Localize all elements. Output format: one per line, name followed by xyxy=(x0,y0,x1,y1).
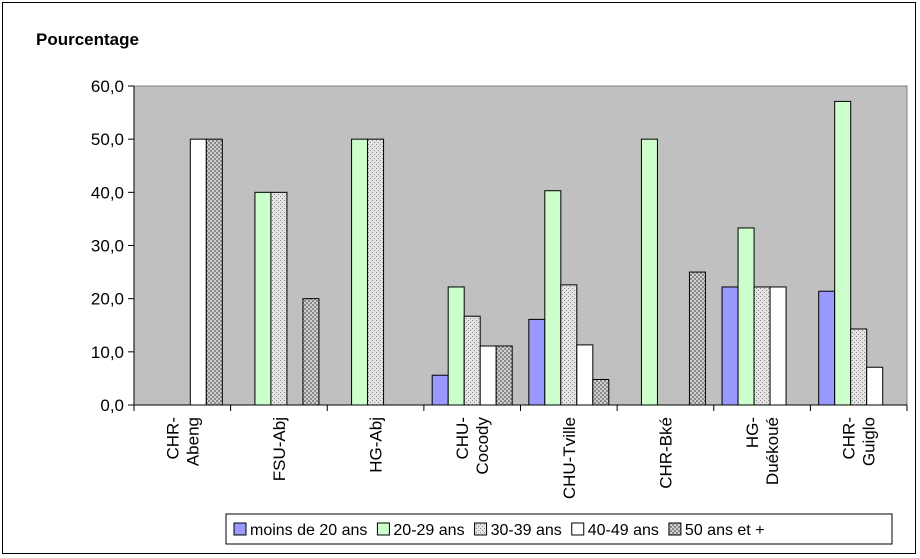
x-category-label-line: HG- xyxy=(743,417,762,448)
y-tick-label: 40,0 xyxy=(91,183,124,202)
bar xyxy=(464,316,480,405)
bar xyxy=(352,139,368,405)
x-category-label: HG- Duékoué xyxy=(743,417,782,485)
x-category-label-line: CHR-Bké xyxy=(656,417,675,489)
y-tick-label: 10,0 xyxy=(91,343,124,362)
y-tick-label: 60,0 xyxy=(91,77,124,96)
bar xyxy=(529,319,545,405)
bar xyxy=(368,139,384,405)
legend-entry-label: 20-29 ans xyxy=(393,522,464,539)
legend-swatch xyxy=(377,523,389,535)
legend-swatch xyxy=(234,523,246,535)
y-tick-label: 0,0 xyxy=(100,396,124,415)
bar xyxy=(641,139,657,405)
bar xyxy=(577,345,593,405)
bar xyxy=(561,285,577,405)
x-category-label-line: FSU-Abj xyxy=(270,417,289,481)
bar xyxy=(432,375,448,405)
x-category-label: HG-Abj xyxy=(367,417,386,473)
bar xyxy=(190,139,206,405)
x-category-label-line: Guiglo xyxy=(860,417,879,466)
legend-swatch xyxy=(475,523,487,535)
x-category-label: FSU-Abj xyxy=(270,417,289,481)
bar xyxy=(770,287,786,405)
bar xyxy=(851,329,867,405)
bar xyxy=(303,299,319,405)
x-category-label-line: CHU-Tville xyxy=(560,417,579,499)
y-tick-label: 30,0 xyxy=(91,237,124,256)
bar xyxy=(206,139,222,405)
x-category-label: CHU- Cocody xyxy=(453,417,492,475)
x-category-label-line: HG-Abj xyxy=(367,417,386,473)
bar xyxy=(754,287,770,405)
legend-entry-label: 50 ans et + xyxy=(685,522,765,539)
x-category-label-line: CHR- xyxy=(840,417,859,460)
y-tick-label: 20,0 xyxy=(91,290,124,309)
bar xyxy=(496,346,512,405)
legend-entry-label: moins de 20 ans xyxy=(250,522,367,539)
x-category-label: CHR-Bké xyxy=(656,417,675,489)
bar xyxy=(867,367,883,405)
bar xyxy=(738,228,754,405)
bar xyxy=(448,287,464,405)
plot-area xyxy=(134,86,907,405)
bar xyxy=(593,379,609,405)
x-category-label: CHR- Abeng xyxy=(163,417,202,466)
bar xyxy=(722,287,738,405)
legend-entry-label: 30-39 ans xyxy=(491,522,562,539)
bar xyxy=(545,191,561,405)
bar xyxy=(835,101,851,405)
bar xyxy=(819,291,835,405)
bar xyxy=(271,192,287,405)
x-category-label-line: Abeng xyxy=(183,417,202,466)
x-category-label: CHR- Guiglo xyxy=(840,417,879,466)
x-category-label-line: CHU- xyxy=(453,417,472,460)
bar xyxy=(480,346,496,405)
x-category-label: CHU-Tville xyxy=(560,417,579,499)
legend-entry-label: 40-49 ans xyxy=(588,522,659,539)
x-category-label-line: CHR- xyxy=(163,417,182,460)
legend-swatch xyxy=(669,523,681,535)
bar xyxy=(255,192,271,405)
x-category-label-line: Duékoué xyxy=(763,417,782,485)
x-category-label-line: Cocody xyxy=(473,417,492,475)
legend-swatch xyxy=(572,523,584,535)
bar xyxy=(689,272,705,405)
y-tick-label: 50,0 xyxy=(91,130,124,149)
